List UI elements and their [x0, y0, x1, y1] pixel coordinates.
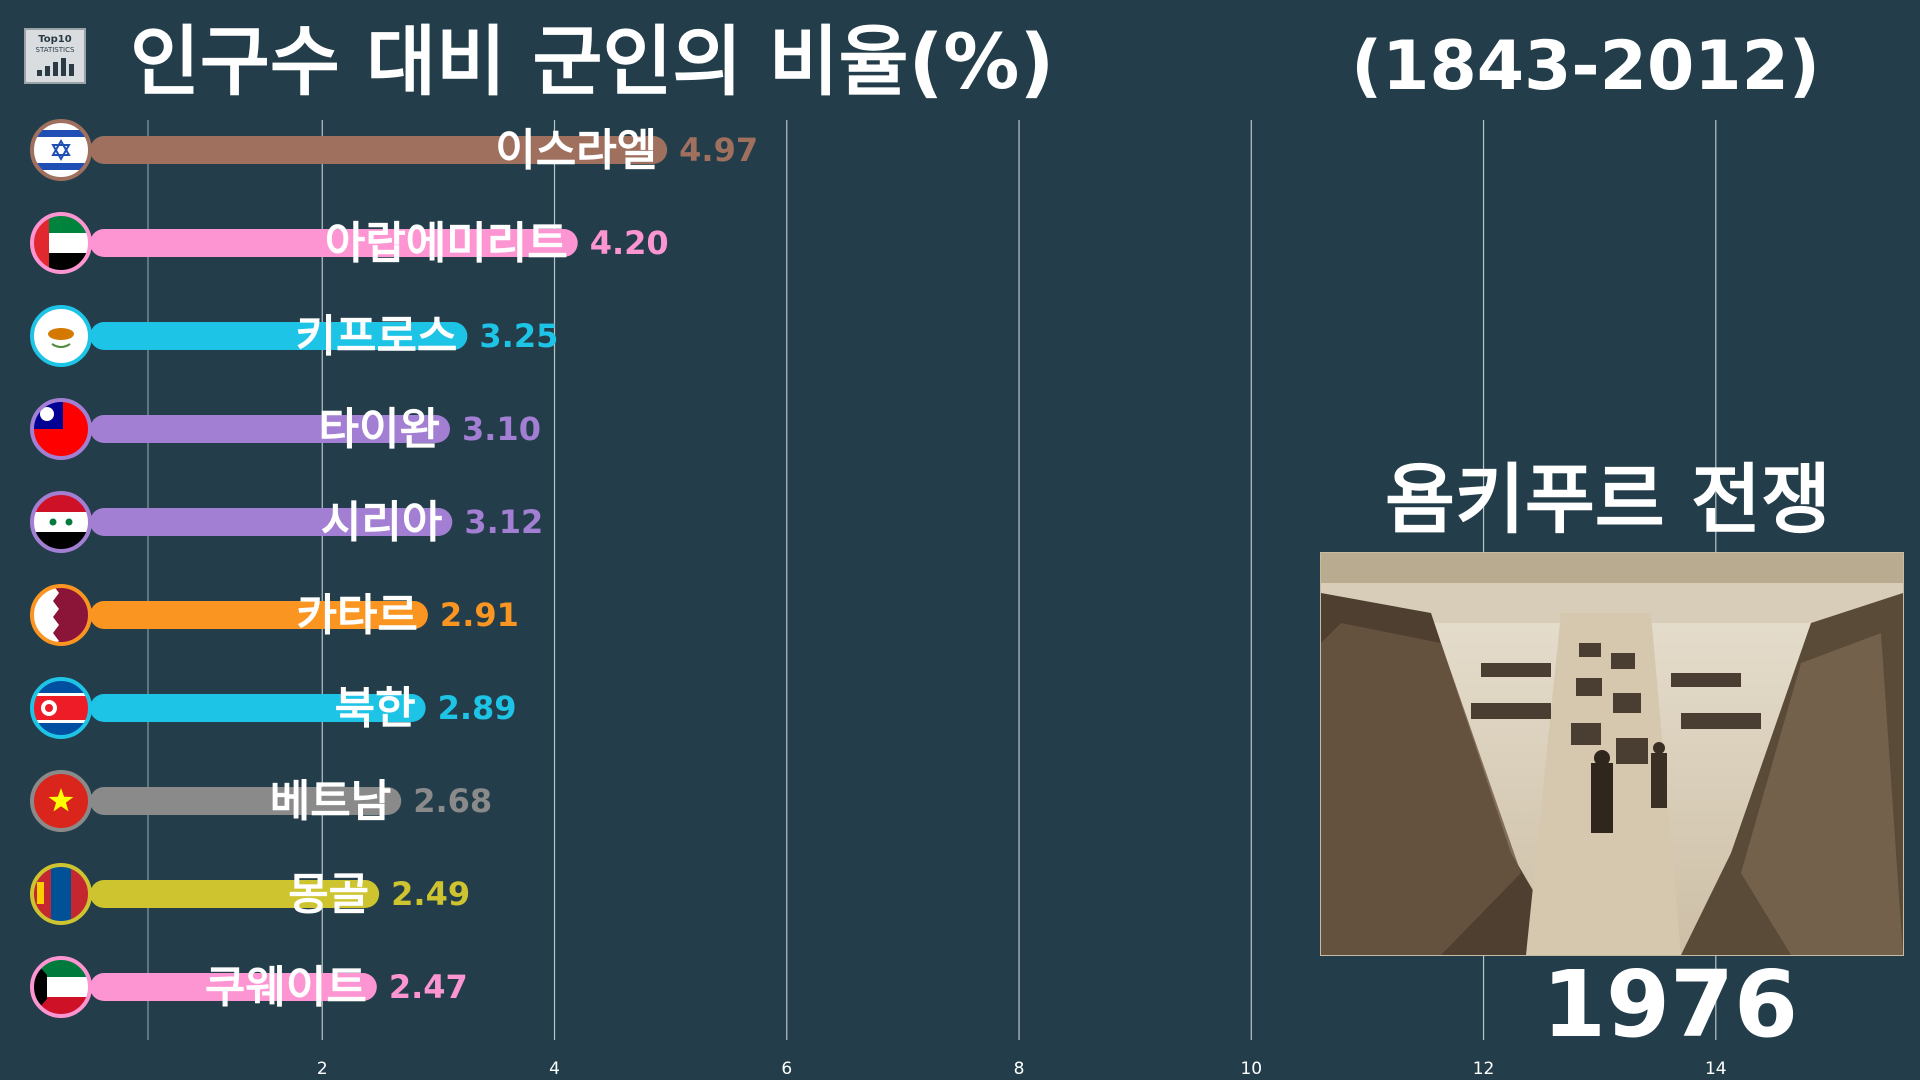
country-label: 카타르: [296, 590, 417, 641]
x-tick-label: 12: [1473, 1059, 1495, 1079]
flag-ring: [30, 956, 92, 1018]
value-label: 2.47: [389, 968, 468, 1006]
x-tick-label: 14: [1705, 1059, 1727, 1079]
flag-ring: [30, 491, 92, 553]
country-label: 베트남: [270, 776, 391, 827]
bar: [90, 229, 578, 257]
bar: [90, 508, 453, 536]
logo-line1: Top10: [38, 34, 72, 45]
x-tick-label: 4: [549, 1059, 560, 1079]
bar: [90, 880, 380, 908]
bar: [90, 322, 468, 350]
flag-ring: [30, 119, 92, 181]
country-label: 이스라엘: [495, 125, 657, 176]
value-label: 2.49: [391, 875, 470, 913]
flag-ring: [30, 677, 92, 739]
event-title: 욤키푸르 전쟁: [1385, 455, 1831, 544]
country-label: 몽골: [288, 869, 369, 920]
israel-flag-icon: [33, 122, 89, 178]
logo-chart-icon: [26, 58, 84, 76]
country-label: 타이완: [319, 404, 440, 455]
value-label: 3.25: [479, 317, 558, 355]
flag-ring: [30, 770, 92, 832]
x-tick-label: 6: [781, 1059, 792, 1079]
pontoon-bridge-photo: [1320, 552, 1904, 956]
value-label: 3.12: [464, 503, 543, 541]
channel-logo: Top10 STATISTICS: [24, 28, 86, 84]
value-label: 4.97: [679, 131, 758, 169]
flag-ring: [30, 398, 92, 460]
value-label: 3.10: [462, 410, 541, 448]
year-range: (1843-2012): [1351, 27, 1820, 106]
bar: [90, 601, 428, 629]
bar: [90, 415, 450, 443]
x-tick-label: 2: [317, 1059, 328, 1079]
country-label: 북한: [335, 683, 416, 734]
logo-line2: STATISTICS: [35, 46, 75, 54]
current-year: 1976: [1541, 951, 1799, 1058]
flag-ring: [30, 212, 92, 274]
flag-ring: [30, 863, 92, 925]
country-label: 아랍에미리트: [325, 218, 568, 269]
flag-ring: [30, 305, 92, 367]
country-label: 시리아: [321, 497, 442, 548]
value-label: 2.68: [413, 782, 492, 820]
bar: [90, 694, 426, 722]
bar: [90, 787, 402, 815]
flag-ring: [30, 584, 92, 646]
value-label: 2.89: [438, 689, 517, 727]
x-tick-label: 8: [1014, 1059, 1025, 1079]
bar: [90, 136, 668, 164]
x-tick-label: 10: [1240, 1059, 1262, 1079]
country-label: 키프로스: [295, 311, 457, 362]
bar: [90, 973, 377, 1001]
vietnam-flag-icon: [33, 773, 89, 829]
cyprus-flag-icon: [33, 308, 89, 364]
value-label: 2.91: [440, 596, 519, 634]
country-label: 쿠웨이트: [205, 962, 367, 1013]
chart-title: 인구수 대비 군인의 비율(%): [130, 17, 1055, 106]
value-label: 4.20: [590, 224, 669, 262]
north-korea-flag-icon: [33, 680, 89, 736]
